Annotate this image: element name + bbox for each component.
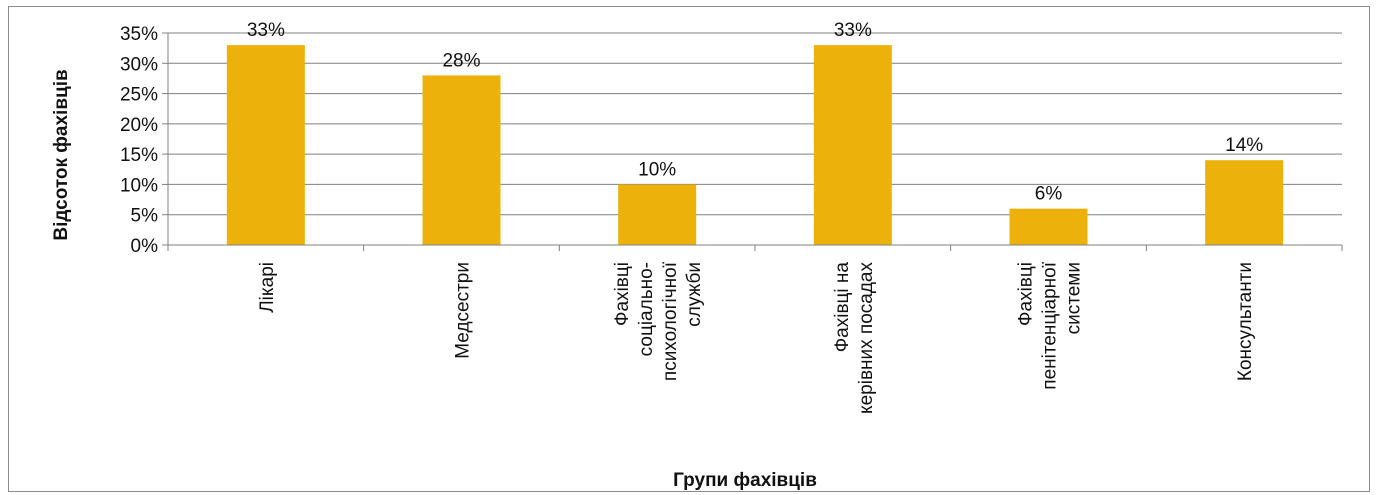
x-category-label: Фахівці на: [832, 262, 853, 353]
x-category-label: служби: [684, 262, 705, 327]
x-category-label: Медсестри: [453, 262, 474, 359]
data-label: 33%: [834, 20, 872, 41]
x-category-label: психологічної: [660, 261, 681, 381]
bar: [226, 45, 305, 245]
data-label: 33%: [247, 20, 285, 41]
data-label: 6%: [1035, 184, 1063, 205]
x-category-label: пенітенціарної: [1040, 261, 1061, 389]
y-tick-label: 0%: [131, 236, 159, 257]
y-tick-label: 25%: [120, 85, 158, 106]
bar: [1205, 160, 1284, 245]
y-tick-label: 10%: [120, 175, 158, 196]
bar: [1009, 208, 1088, 245]
bar: [618, 184, 697, 245]
data-label: 28%: [442, 50, 480, 71]
y-tick-label: 15%: [120, 145, 158, 166]
gridlines: [168, 32, 1342, 216]
y-tick-label: 5%: [131, 206, 159, 227]
axes: [162, 32, 1343, 251]
x-category-label: керівних посадах: [856, 262, 877, 414]
y-tick-label: 20%: [120, 115, 158, 136]
bars: [226, 45, 1284, 246]
bar: [813, 45, 892, 245]
data-label: 14%: [1225, 135, 1263, 156]
y-tick-label: 30%: [120, 54, 158, 75]
x-category-label: Консультанти: [1235, 262, 1256, 381]
x-category-label: соціально-: [636, 262, 657, 356]
x-category-label: Лікарі: [257, 262, 278, 313]
x-category-label: Фахівці: [612, 262, 633, 326]
x-category-label: Фахівці: [1016, 262, 1037, 326]
x-axis-title: Групи фахівців: [673, 470, 817, 491]
bar: [422, 75, 501, 246]
labels: 0% 5% 10% 15% 20% 25% 30% 35% 33% Лікарі 28% Медсес…: [120, 20, 1263, 414]
data-label: 10%: [638, 159, 676, 180]
y-axis-title: Відсоток фахівців: [51, 69, 72, 240]
y-tick-label: 35%: [120, 24, 158, 45]
x-category-label: системи: [1064, 262, 1085, 334]
